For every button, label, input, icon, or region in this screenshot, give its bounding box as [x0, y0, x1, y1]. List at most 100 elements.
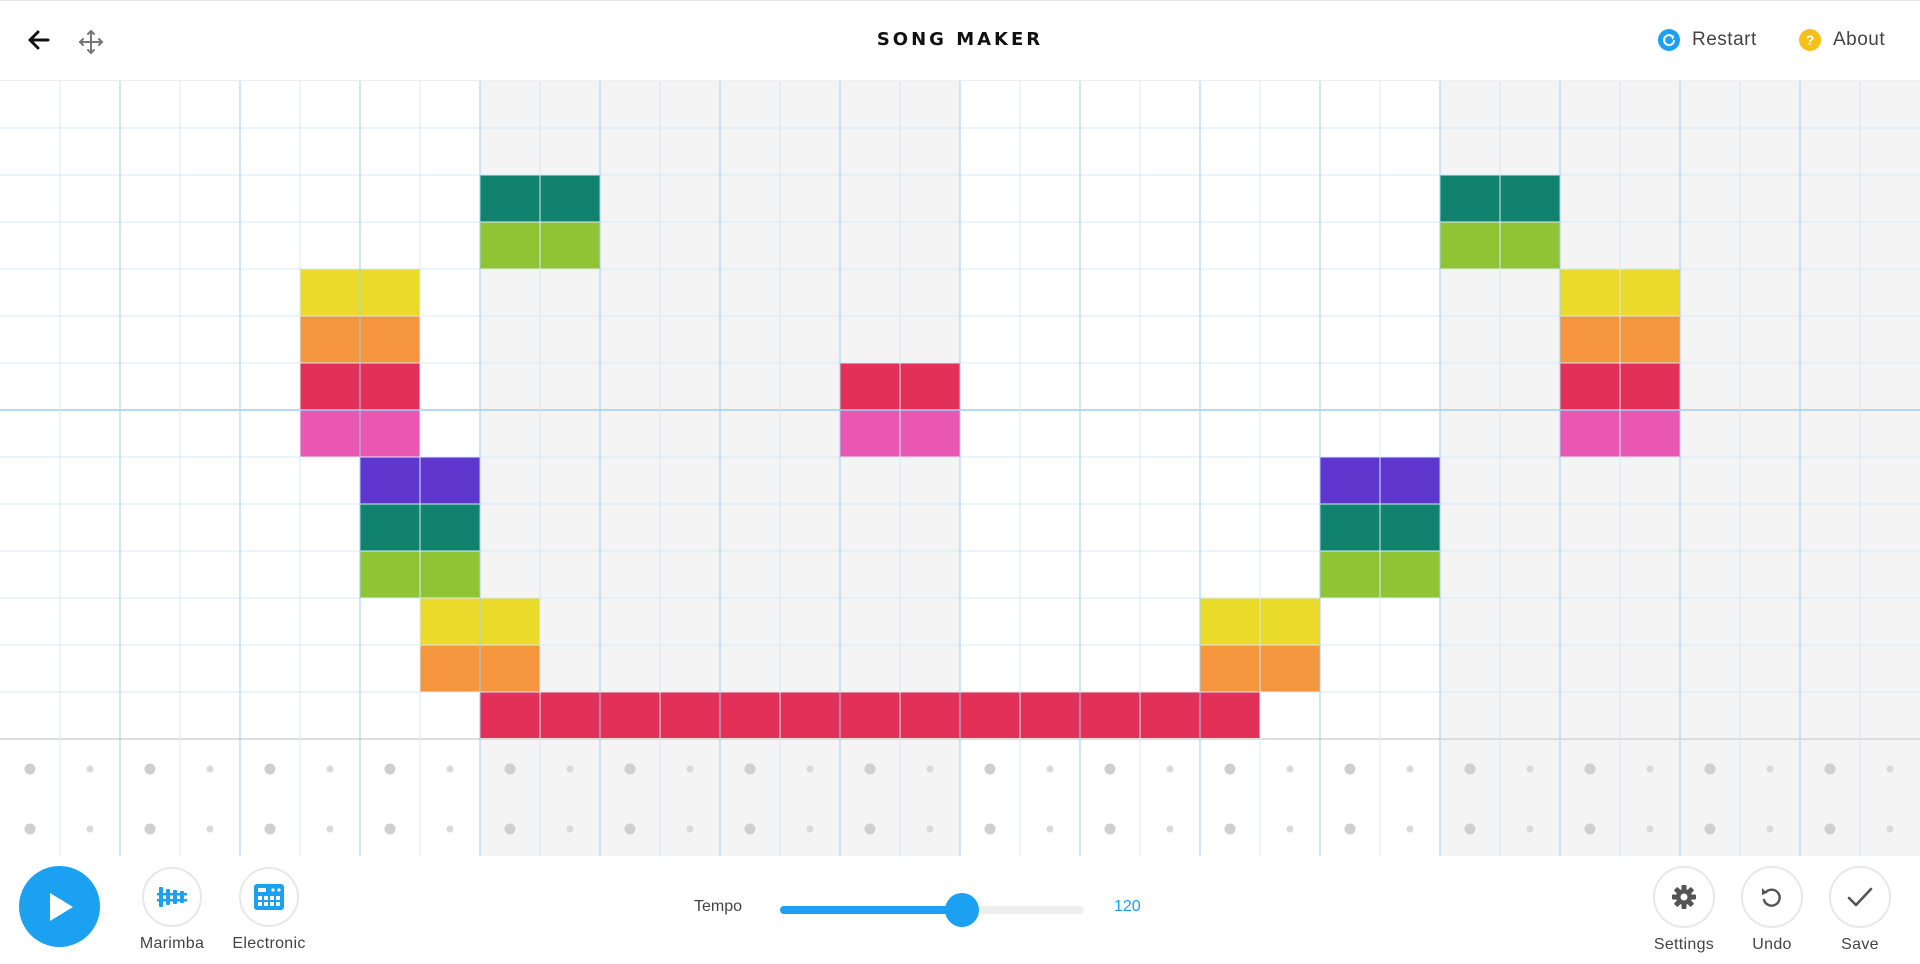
note-cell[interactable]	[840, 692, 901, 740]
note-grid[interactable]	[0, 81, 1920, 856]
percussion-dot[interactable]	[1646, 825, 1654, 833]
note-cell[interactable]	[300, 316, 361, 364]
percussion-dot[interactable]	[926, 825, 934, 833]
note-cell[interactable]	[1320, 504, 1381, 552]
note-cell[interactable]	[420, 504, 481, 552]
note-cell[interactable]	[300, 363, 361, 411]
percussion-dot[interactable]	[326, 825, 334, 833]
note-cell[interactable]	[840, 363, 901, 411]
percussion-dot[interactable]	[1406, 765, 1414, 773]
note-cell[interactable]	[480, 692, 541, 740]
note-cell[interactable]	[660, 692, 721, 740]
note-cell[interactable]	[780, 692, 841, 740]
percussion-dot[interactable]	[686, 825, 694, 833]
percussion-dot[interactable]	[1166, 825, 1174, 833]
percussion-dot[interactable]	[1224, 763, 1236, 775]
note-cell[interactable]	[300, 269, 361, 317]
note-cell[interactable]	[420, 598, 481, 646]
percussion-dot[interactable]	[1766, 765, 1774, 773]
note-cell[interactable]	[480, 175, 541, 223]
percussion-dot[interactable]	[264, 763, 276, 775]
instrument-electronic-button[interactable]: Electronic	[219, 867, 319, 953]
percussion-dot[interactable]	[264, 823, 276, 835]
save-button[interactable]: Save	[1815, 866, 1905, 954]
note-cell[interactable]	[1560, 316, 1621, 364]
percussion-dot[interactable]	[1704, 763, 1716, 775]
percussion-dot[interactable]	[446, 765, 454, 773]
percussion-dot[interactable]	[24, 763, 36, 775]
percussion-dot[interactable]	[1286, 825, 1294, 833]
undo-button[interactable]: Undo	[1727, 866, 1817, 954]
percussion-dot[interactable]	[86, 825, 94, 833]
percussion-dot[interactable]	[1344, 823, 1356, 835]
percussion-dot[interactable]	[206, 765, 214, 773]
percussion-dot[interactable]	[86, 765, 94, 773]
percussion-dot[interactable]	[1584, 823, 1596, 835]
percussion-dot[interactable]	[1046, 825, 1054, 833]
tempo-slider-handle[interactable]	[945, 893, 980, 927]
percussion-dot[interactable]	[566, 765, 574, 773]
percussion-dot[interactable]	[744, 823, 756, 835]
note-cell[interactable]	[1620, 410, 1681, 458]
percussion-dot[interactable]	[1344, 763, 1356, 775]
note-cell[interactable]	[540, 222, 601, 270]
percussion-dot[interactable]	[984, 823, 996, 835]
note-cell[interactable]	[1380, 457, 1441, 505]
note-cell[interactable]	[420, 551, 481, 599]
note-cell[interactable]	[900, 363, 961, 411]
about-button[interactable]: ? About	[1799, 29, 1885, 51]
percussion-dot[interactable]	[1886, 765, 1894, 773]
percussion-dot[interactable]	[206, 825, 214, 833]
percussion-dot[interactable]	[864, 823, 876, 835]
percussion-dot[interactable]	[1824, 763, 1836, 775]
percussion-dot[interactable]	[1704, 823, 1716, 835]
note-cell[interactable]	[1620, 269, 1681, 317]
note-cell[interactable]	[360, 363, 421, 411]
note-cell[interactable]	[480, 598, 541, 646]
percussion-dot[interactable]	[144, 823, 156, 835]
note-cell[interactable]	[720, 692, 781, 740]
note-cell[interactable]	[1260, 645, 1321, 693]
note-cell[interactable]	[900, 692, 961, 740]
note-cell[interactable]	[360, 316, 421, 364]
percussion-dot[interactable]	[1886, 825, 1894, 833]
percussion-dot[interactable]	[1046, 765, 1054, 773]
note-cell[interactable]	[480, 645, 541, 693]
percussion-dot[interactable]	[624, 823, 636, 835]
percussion-dot[interactable]	[504, 823, 516, 835]
note-cell[interactable]	[540, 692, 601, 740]
note-cell[interactable]	[1560, 410, 1621, 458]
note-cell[interactable]	[1380, 504, 1441, 552]
settings-button[interactable]: Settings	[1639, 866, 1729, 954]
note-cell[interactable]	[1080, 692, 1141, 740]
percussion-dot[interactable]	[744, 763, 756, 775]
note-cell[interactable]	[540, 175, 601, 223]
note-cell[interactable]	[1200, 645, 1261, 693]
percussion-dot[interactable]	[864, 763, 876, 775]
percussion-dot[interactable]	[806, 765, 814, 773]
percussion-dot[interactable]	[686, 765, 694, 773]
tempo-slider[interactable]	[780, 893, 1084, 927]
percussion-dot[interactable]	[144, 763, 156, 775]
percussion-dot[interactable]	[1824, 823, 1836, 835]
percussion-dot[interactable]	[624, 763, 636, 775]
percussion-dot[interactable]	[984, 763, 996, 775]
note-cell[interactable]	[360, 457, 421, 505]
note-cell[interactable]	[360, 551, 421, 599]
note-cell[interactable]	[1320, 457, 1381, 505]
note-cell[interactable]	[1320, 551, 1381, 599]
percussion-dot[interactable]	[1464, 823, 1476, 835]
play-button[interactable]	[19, 866, 100, 947]
restart-button[interactable]: Restart	[1658, 29, 1757, 51]
percussion-dot[interactable]	[1526, 825, 1534, 833]
note-cell[interactable]	[360, 410, 421, 458]
note-cell[interactable]	[420, 457, 481, 505]
note-cell[interactable]	[420, 645, 481, 693]
note-cell[interactable]	[1560, 269, 1621, 317]
percussion-dot[interactable]	[1646, 765, 1654, 773]
note-cell[interactable]	[1500, 175, 1561, 223]
note-cell[interactable]	[1020, 692, 1081, 740]
note-cell[interactable]	[1200, 692, 1261, 740]
percussion-dot[interactable]	[566, 825, 574, 833]
note-cell[interactable]	[1260, 598, 1321, 646]
